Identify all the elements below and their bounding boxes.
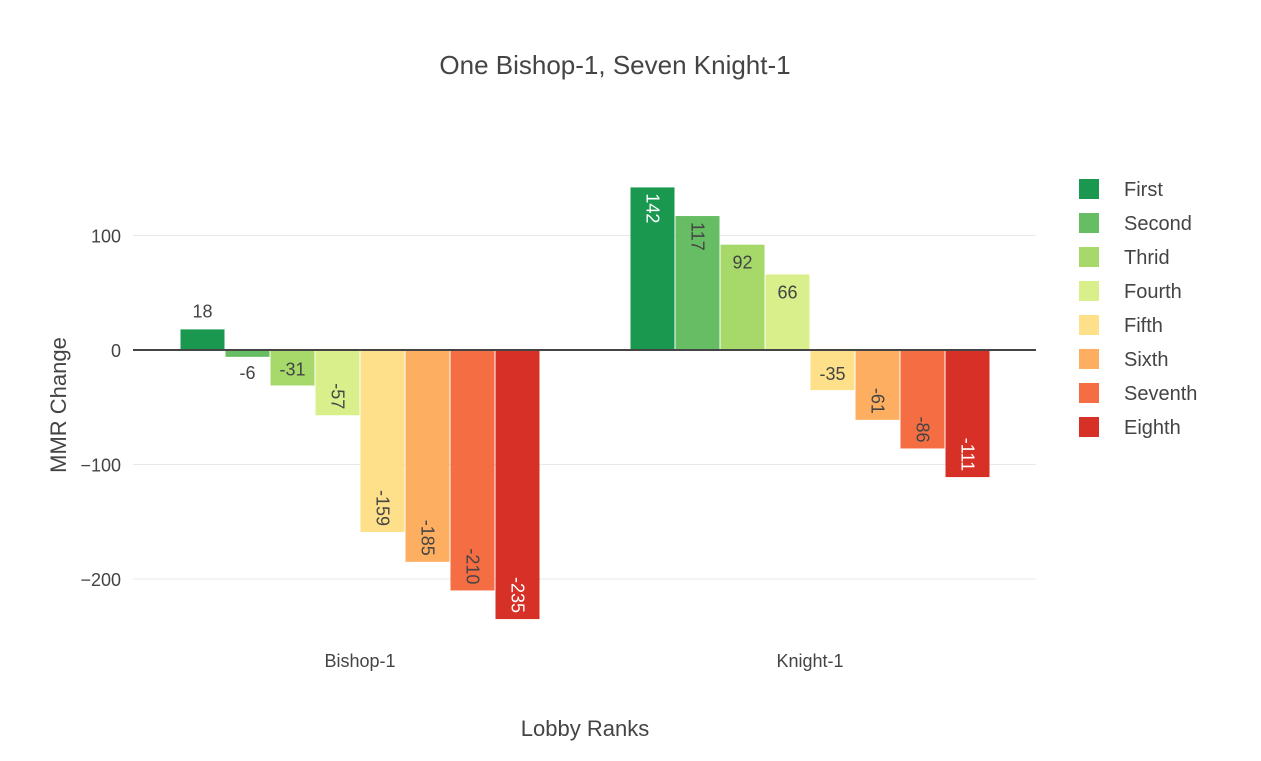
x-axis-title: Lobby Ranks xyxy=(521,716,649,741)
legend-label: Eighth xyxy=(1124,417,1181,439)
bar-label: 142 xyxy=(643,193,663,223)
bar-label: -235 xyxy=(508,577,528,613)
bar-label: -185 xyxy=(418,520,438,556)
y-tick-label: −200 xyxy=(80,570,121,590)
legend-swatch xyxy=(1079,213,1099,233)
bar xyxy=(495,350,540,620)
legend: First Second Thrid Fourth Fifth Sixth Seventh E… xyxy=(1079,179,1197,439)
chart-title: One Bishop-1, Seven Knight-1 xyxy=(439,50,790,80)
legend-label: Second xyxy=(1124,213,1192,235)
bar xyxy=(630,187,675,350)
bar xyxy=(945,350,990,478)
bar-label: 92 xyxy=(732,253,752,273)
bar-label: -159 xyxy=(373,490,393,526)
legend-swatch xyxy=(1079,349,1099,369)
bar-label: -61 xyxy=(868,388,888,414)
bar-label: -35 xyxy=(819,364,845,384)
bar-label: -31 xyxy=(279,359,305,379)
bar xyxy=(720,244,765,350)
bar-label: 117 xyxy=(688,222,708,251)
legend-swatch xyxy=(1079,247,1099,267)
bar-label: -210 xyxy=(463,548,483,584)
bar-label: 66 xyxy=(777,282,797,302)
bar xyxy=(270,350,315,386)
legend-swatch xyxy=(1079,417,1099,437)
legend-label: Fourth xyxy=(1124,281,1182,303)
x-tick-label: Knight-1 xyxy=(776,651,843,671)
y-tick-label: 0 xyxy=(111,341,121,361)
y-axis-ticks: 100 0 −100 −200 xyxy=(80,227,121,591)
bar xyxy=(675,216,720,350)
bar xyxy=(180,329,225,350)
legend-label: Sixth xyxy=(1124,349,1168,371)
bar-labels: 18 -6 -31 -57 -159 -185 -210 -235 142 117 92 66 -35 -… xyxy=(192,193,977,613)
legend-label: Thrid xyxy=(1124,247,1170,269)
x-tick-label: Bishop-1 xyxy=(324,651,395,671)
bar xyxy=(315,350,360,416)
bars xyxy=(180,187,990,620)
bar xyxy=(360,350,405,533)
bar-label: -86 xyxy=(913,416,933,442)
bar xyxy=(450,350,495,591)
legend-swatch xyxy=(1079,315,1099,335)
y-tick-label: 100 xyxy=(91,227,121,247)
bar xyxy=(405,350,450,562)
bar-label: -57 xyxy=(328,383,348,409)
legend-swatch xyxy=(1079,383,1099,403)
legend-swatch xyxy=(1079,281,1099,301)
x-axis-ticks: Bishop-1 Knight-1 xyxy=(324,651,843,671)
y-axis-title: MMR Change xyxy=(46,337,71,473)
bar xyxy=(810,350,855,391)
bar xyxy=(855,350,900,420)
y-tick-label: −100 xyxy=(80,456,121,476)
legend-label: Seventh xyxy=(1124,383,1197,405)
bar xyxy=(225,350,270,357)
gridlines xyxy=(133,235,1036,580)
bar-label: -111 xyxy=(958,438,978,471)
legend-swatch xyxy=(1079,179,1099,199)
bar xyxy=(765,274,810,350)
bar xyxy=(900,350,945,449)
bar-label: -6 xyxy=(239,363,255,383)
bar-label: 18 xyxy=(192,301,212,321)
legend-label: Fifth xyxy=(1124,315,1163,337)
legend-label: First xyxy=(1124,179,1163,201)
